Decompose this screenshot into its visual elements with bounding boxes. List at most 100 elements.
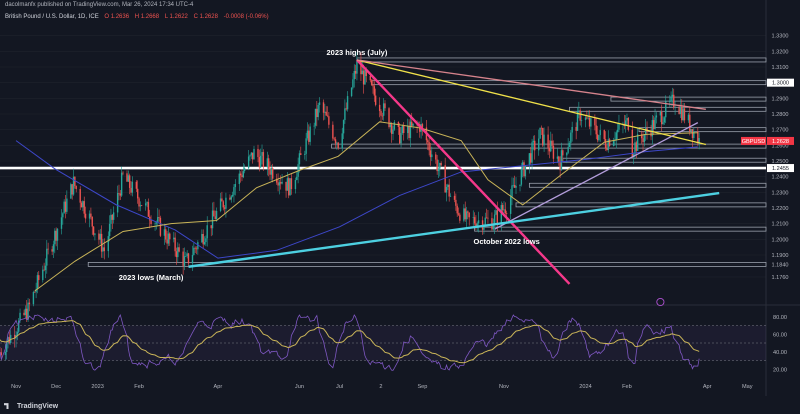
ohlc-low: L 1.2622 [164,14,188,20]
time-tick-label: Feb [134,384,144,390]
candle [136,180,139,204]
candle-body [221,198,223,202]
ohlc-high: H 1.2668 [134,14,160,20]
candle-body [690,129,692,132]
candle-body [70,184,72,199]
candle-body [233,187,235,195]
candle-body [305,138,307,154]
candle [32,290,35,307]
level-band [528,182,767,188]
candle [178,243,180,253]
candle [80,201,83,208]
candle [477,211,480,233]
candle [559,156,561,178]
candle-body [588,117,591,127]
candle-body [436,159,438,172]
candle-body [631,129,634,157]
candle-body [346,96,349,110]
candle-body [333,138,335,140]
candle-body [62,213,64,218]
candle [326,106,329,118]
candle-body [679,106,682,115]
candle-body [146,202,148,204]
candle [354,64,357,80]
candle-body [313,125,315,127]
candle-body [163,229,166,236]
candle [361,61,363,75]
candle [504,202,507,217]
candle [214,210,216,220]
candle-body [665,101,667,118]
candle-body [128,175,131,188]
candle-body [269,168,271,175]
candle [448,178,450,202]
candle-body [431,154,433,158]
candle [661,104,663,132]
level-price-tag [767,78,794,87]
candle [353,64,355,88]
candle [126,170,128,182]
candle [427,138,429,151]
candle-body [550,140,552,152]
candle-body [587,117,589,119]
candle-body [75,185,77,190]
candle [681,99,683,124]
candle-body [159,217,162,236]
candle [56,227,59,251]
candle [596,125,599,143]
candle [519,184,521,192]
candle-body [455,199,457,206]
candle [82,200,84,212]
candle [350,87,353,98]
candle-body [270,168,273,175]
candle-body [64,201,67,212]
tradingview-logo[interactable]: TradingView [4,403,58,410]
candle [530,146,532,165]
time-tick-label: Apr [703,384,712,390]
candle-body [532,140,535,143]
candle-body [63,201,65,214]
level-price-tag [767,164,794,173]
candle-body [678,107,680,115]
candle-body [203,242,206,245]
candle [270,164,273,181]
candle [42,265,44,283]
candle [457,207,460,217]
symbol-price-tag [741,136,766,145]
candle [102,238,104,258]
candle-body [157,217,159,223]
candle [74,176,76,189]
candle-body [249,155,251,157]
candle [14,326,16,348]
time-tick-label: Jun [295,384,304,390]
candle [341,127,343,152]
candle [308,124,310,145]
candle-body [604,139,607,149]
candle-body [82,201,84,208]
candle-body [238,173,240,185]
candle-body [91,216,93,227]
trendline-salmon [356,59,706,110]
candle-body [318,102,321,105]
candle [381,112,384,120]
price-tick-label: 1.2500 [771,159,788,165]
candle [690,129,692,134]
candle [138,196,140,212]
candle-body [673,94,675,108]
candle [384,100,386,111]
candle [594,114,596,131]
candle-body [392,129,394,134]
candle-body [118,192,120,194]
candle-body [194,247,196,249]
candle [231,191,234,198]
candle [374,88,377,107]
candle [285,181,287,198]
candle [501,202,504,213]
candle [431,146,433,162]
candle-body [211,210,214,229]
candle [344,99,346,124]
trendline-yellow [356,59,706,146]
level-band [356,57,767,63]
candle [289,178,291,196]
